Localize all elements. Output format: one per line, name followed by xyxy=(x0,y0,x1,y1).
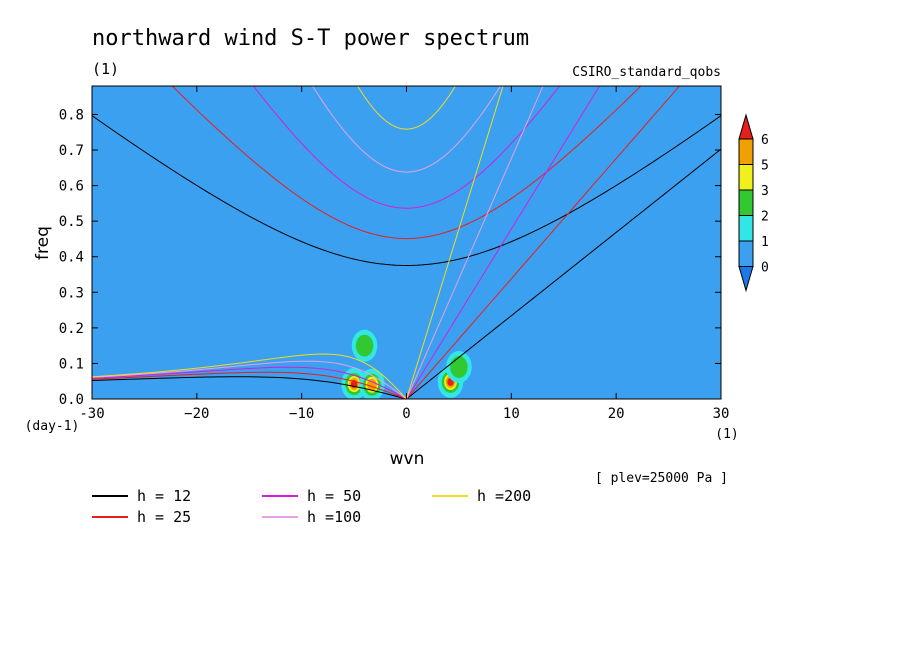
colorbar-label: 0 xyxy=(761,261,769,276)
y-tick-label: 0.2 xyxy=(59,321,84,337)
kelvin-curve-200 xyxy=(406,86,504,399)
x-tick-label: 30 xyxy=(713,406,730,422)
gravity-curve-50 xyxy=(252,86,561,209)
chart-title: northward wind S-T power spectrum xyxy=(92,26,529,51)
colorbar-bottom-arrow xyxy=(738,266,754,293)
kelvin-curve-100 xyxy=(406,86,544,399)
x-unit-label: (1) xyxy=(715,427,738,442)
colorbar-swatch xyxy=(738,189,754,216)
chart-subtitle-left: (1) xyxy=(92,60,119,78)
kelvin-curve-50 xyxy=(406,86,601,399)
gravity-curve-25 xyxy=(171,86,642,240)
power-blob-3-level-3 xyxy=(450,355,468,378)
rossby-curve-12 xyxy=(92,376,407,399)
plev-annotation: [ plev=25000 Pa ] xyxy=(595,471,728,486)
y-tick-label: 0.1 xyxy=(59,356,84,372)
colorbar-swatch xyxy=(738,138,754,165)
gravity-curve-200 xyxy=(357,86,456,130)
x-tick-label: −20 xyxy=(184,406,209,422)
colorbar-swatch xyxy=(738,240,754,267)
power-blob-4-level-3 xyxy=(355,334,374,357)
x-tick-label: 0 xyxy=(402,406,410,422)
gravity-curve-12 xyxy=(92,115,721,266)
colorbar-label: 5 xyxy=(761,159,769,174)
y-tick-label: 0.6 xyxy=(59,179,84,195)
x-axis-label: wvn xyxy=(390,449,425,469)
x-tick-label: 20 xyxy=(608,406,625,422)
kelvin-curve-12 xyxy=(406,148,721,399)
y-tick-label: 0.4 xyxy=(59,250,84,266)
x-tick-label: -30 xyxy=(79,406,104,422)
y-axis-label: freq xyxy=(33,226,53,260)
y-tick-label: 0.5 xyxy=(59,214,84,230)
colorbar-label: 3 xyxy=(761,184,769,199)
y-tick-label: 0.7 xyxy=(59,143,84,159)
y-tick-label: 0.0 xyxy=(59,392,84,408)
x-tick-label: 10 xyxy=(503,406,520,422)
legend-label-25: h = 25 xyxy=(137,508,191,526)
rossby-curve-200 xyxy=(92,353,407,399)
colorbar-label: 6 xyxy=(761,133,769,148)
chart-subtitle-right: CSIRO_standard_qobs xyxy=(572,65,721,80)
y-unit-label: (day-1) xyxy=(25,419,80,434)
rossby-curve-100 xyxy=(92,360,407,399)
rossby-curve-25 xyxy=(92,371,407,399)
legend-label-100: h =100 xyxy=(307,508,361,526)
rossby-curve-50 xyxy=(92,366,407,399)
colorbar-label: 2 xyxy=(761,210,769,225)
kelvin-curve-25 xyxy=(406,86,681,399)
gravity-curve-100 xyxy=(311,86,502,173)
legend-label-12: h = 12 xyxy=(137,487,191,505)
colorbar-swatch xyxy=(738,164,754,191)
legend-label-50: h = 50 xyxy=(307,487,361,505)
colorbar-top-arrow xyxy=(738,113,754,140)
y-tick-label: 0.3 xyxy=(59,285,84,301)
colorbar-label: 1 xyxy=(761,235,769,250)
x-tick-label: −10 xyxy=(289,406,314,422)
y-tick-label: 0.8 xyxy=(59,107,84,123)
legend-label-200: h =200 xyxy=(477,487,531,505)
colorbar-swatch xyxy=(738,215,754,242)
plot-background xyxy=(92,86,721,399)
